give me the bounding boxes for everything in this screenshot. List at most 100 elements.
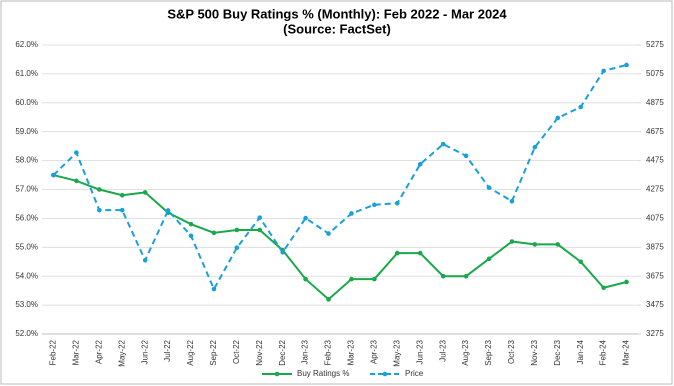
point: [417, 161, 423, 167]
x-tick-label: Jan-23: [301, 339, 310, 364]
y-tick-label: 62.0%: [15, 40, 38, 49]
point: [280, 250, 285, 255]
point: [51, 172, 56, 178]
y-tick-label: 52.0%: [15, 329, 38, 338]
y2-tick-label: 3275: [646, 329, 664, 338]
x-tick-label: Apr-22: [94, 339, 103, 364]
legend-marker: [382, 371, 388, 377]
x-tick-label: Aug-22: [186, 339, 195, 365]
point: [349, 276, 354, 282]
point: [555, 115, 561, 121]
y-tick-label: 59.0%: [15, 127, 38, 136]
point: [509, 239, 515, 244]
x-tick-label: Aug-23: [461, 339, 470, 365]
y2-tick-label: 4675: [646, 127, 664, 136]
point: [440, 141, 446, 147]
point: [624, 279, 629, 285]
x-tick-label: Nov-22: [255, 339, 264, 365]
point: [372, 276, 377, 282]
y-tick-label: 58.0%: [15, 156, 38, 165]
point: [532, 144, 538, 150]
y2-tick-label: 3875: [646, 242, 664, 251]
point: [303, 276, 308, 282]
point: [601, 285, 606, 291]
point: [142, 190, 148, 195]
x-tick-label: May-22: [117, 339, 126, 366]
legend-marker: [274, 371, 280, 377]
x-tick-label: Mar-22: [71, 339, 80, 365]
x-tick-label: Jun-22: [140, 339, 149, 364]
series-line: [53, 174, 627, 301]
x-tick-label: Jan-24: [576, 339, 585, 364]
point: [74, 150, 79, 155]
point: [188, 233, 194, 239]
y-tick-label: 56.0%: [15, 214, 38, 223]
x-tick-label: Jun-23: [415, 339, 424, 364]
chart-title: S&P 500 Buy Ratings % (Monthly): Feb 202…: [167, 6, 507, 21]
point: [417, 250, 423, 256]
x-tick-label: Jul-23: [438, 339, 447, 361]
point: [555, 242, 561, 247]
point: [349, 211, 354, 216]
x-tick-label: Sep-23: [484, 339, 493, 365]
point: [395, 200, 400, 206]
y2-tick-label: 5075: [646, 69, 664, 78]
y2-tick-label: 5275: [646, 40, 664, 49]
point: [119, 207, 125, 213]
point: [165, 208, 171, 213]
x-tick-label: Dec-22: [278, 339, 287, 365]
y-tick-label: 61.0%: [15, 69, 38, 78]
point: [326, 297, 331, 302]
legend-label: Buy Ratings %: [297, 369, 349, 378]
legend-label: Price: [405, 369, 424, 378]
point: [372, 202, 377, 208]
point: [211, 230, 217, 236]
y-tick-label: 60.0%: [15, 98, 38, 107]
series-line: [52, 63, 627, 292]
x-tick-label: Feb-24: [599, 339, 608, 365]
chart-subtitle: (Source: FactSet): [283, 21, 391, 36]
x-tick-label: Dec-23: [553, 339, 562, 365]
point: [578, 104, 583, 110]
point: [97, 187, 102, 192]
point: [395, 250, 400, 256]
point: [257, 227, 263, 233]
x-tick-label: Sep-22: [209, 339, 218, 365]
x-tick-label: Jul-22: [163, 339, 172, 361]
y2-tick-label: 4075: [646, 214, 664, 223]
point: [97, 207, 102, 213]
y-tick-label: 54.0%: [15, 271, 38, 280]
point: [234, 227, 240, 233]
point: [440, 273, 446, 279]
x-tick-label: Feb-23: [324, 339, 333, 365]
point: [303, 215, 308, 221]
point: [142, 258, 148, 263]
point: [486, 185, 492, 190]
point: [326, 231, 331, 236]
y2-tick-label: 4275: [646, 185, 664, 194]
point: [463, 153, 469, 159]
point: [188, 221, 194, 227]
point: [509, 198, 515, 204]
x-tick-label: Feb-22: [49, 339, 58, 365]
x-tick-label: Mar-23: [347, 339, 356, 365]
point: [624, 62, 629, 68]
x-tick-label: Oct-22: [232, 339, 241, 364]
x-tick-label: Oct-23: [507, 339, 516, 364]
x-tick-label: Mar-24: [622, 339, 631, 365]
x-tick-label: Apr-23: [369, 339, 378, 364]
y2-tick-label: 3675: [646, 271, 664, 280]
y2-tick-label: 3475: [646, 300, 664, 309]
y-tick-label: 55.0%: [15, 242, 38, 251]
y2-tick-label: 4475: [646, 156, 664, 165]
y2-tick-label: 4875: [646, 98, 664, 107]
point: [119, 192, 125, 198]
point: [234, 245, 240, 251]
point: [211, 286, 217, 292]
y-tick-label: 53.0%: [15, 300, 38, 309]
point: [74, 178, 79, 184]
point: [486, 256, 492, 262]
point: [532, 242, 538, 247]
